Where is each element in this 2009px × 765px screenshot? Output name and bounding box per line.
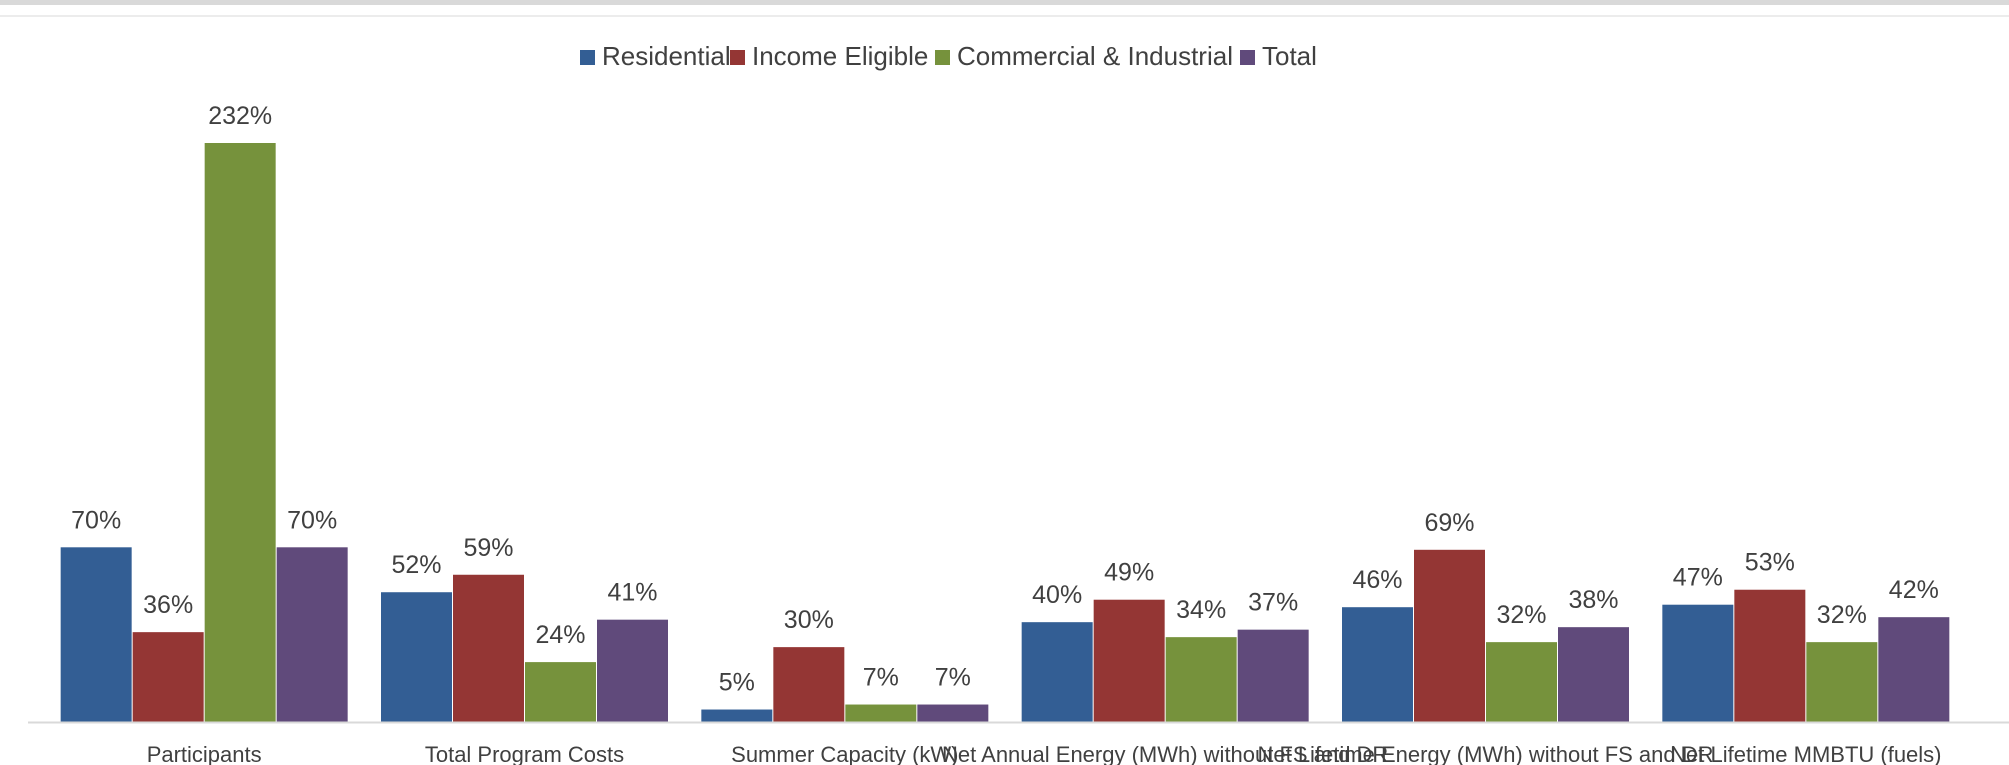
data-label-income-eligible-summer-capacity-kw: 30% (784, 606, 834, 634)
legend-swatch-total (1240, 50, 1255, 65)
bar-commercial-industrial-summer-capacity-kw (845, 704, 917, 722)
data-label-commercial-industrial-net-lifetime-mmbtu-fuels: 32% (1817, 601, 1867, 629)
bar-residential-net-lifetime-energy-mwh-without-fs-and-dr (1342, 607, 1413, 722)
legend-label-commercial-industrial: Commercial & Industrial (957, 41, 1233, 71)
category-label-net-annual-energy-mwh-without-fs-and-dr: Net Annual Energy (MWh) without FS and D… (942, 742, 1388, 765)
data-label-total-participants: 70% (287, 506, 337, 534)
data-label-total-total-program-costs: 41% (607, 579, 657, 607)
category-label-summer-capacity-kw: Summer Capacity (kW) (731, 742, 958, 765)
bar-total-total-program-costs (597, 619, 668, 722)
legend-swatch-commercial-industrial (935, 50, 950, 65)
chart-bars (60, 143, 1950, 722)
category-label-participants: Participants (147, 742, 262, 765)
bar-residential-summer-capacity-kw (701, 709, 773, 722)
bar-income-eligible-participants (132, 632, 204, 722)
data-label-income-eligible-total-program-costs: 59% (463, 534, 513, 562)
top-border (0, 0, 2009, 5)
data-label-commercial-industrial-summer-capacity-kw: 7% (863, 664, 899, 692)
bar-income-eligible-net-annual-energy-mwh-without-fs-and-dr (1093, 599, 1165, 722)
data-label-income-eligible-net-lifetime-energy-mwh-without-fs-and-dr: 69% (1424, 509, 1474, 537)
bar-commercial-industrial-net-annual-energy-mwh-without-fs-and-dr (1165, 637, 1237, 722)
bar-income-eligible-net-lifetime-mmbtu-fuels (1734, 589, 1806, 722)
category-label-net-lifetime-mmbtu-fuels: Net Lifetime MMBTU (fuels) (1670, 742, 1941, 765)
bar-total-summer-capacity-kw (917, 704, 989, 722)
data-label-residential-participants: 70% (71, 506, 121, 534)
bar-total-participants (276, 547, 348, 722)
data-label-commercial-industrial-net-annual-energy-mwh-without-fs-and-dr: 34% (1176, 596, 1226, 624)
bar-income-eligible-summer-capacity-kw (773, 647, 845, 722)
chart-legend: Residential Income Eligible Commercial & I… (580, 41, 1317, 71)
data-label-total-summer-capacity-kw: 7% (935, 664, 971, 692)
data-label-income-eligible-net-annual-energy-mwh-without-fs-and-dr: 49% (1104, 559, 1154, 587)
data-label-commercial-industrial-participants: 232% (208, 102, 272, 130)
legend-swatch-income-eligible (730, 50, 745, 65)
bar-residential-net-lifetime-mmbtu-fuels (1662, 604, 1734, 722)
bar-commercial-industrial-net-lifetime-energy-mwh-without-fs-and-dr (1486, 642, 1557, 722)
bar-income-eligible-total-program-costs (453, 574, 524, 722)
data-label-income-eligible-net-lifetime-mmbtu-fuels: 53% (1745, 549, 1795, 577)
bar-residential-participants (60, 547, 132, 722)
bar-commercial-industrial-participants (204, 143, 276, 722)
data-label-total-net-lifetime-mmbtu-fuels: 42% (1889, 576, 1939, 604)
bar-commercial-industrial-total-program-costs (525, 662, 596, 722)
bar-total-net-lifetime-mmbtu-fuels (1878, 617, 1950, 722)
bar-income-eligible-net-lifetime-energy-mwh-without-fs-and-dr (1414, 549, 1485, 722)
category-label-total-program-costs: Total Program Costs (425, 742, 624, 765)
data-label-residential-net-lifetime-mmbtu-fuels: 47% (1673, 564, 1723, 592)
data-label-residential-net-lifetime-energy-mwh-without-fs-and-dr: 46% (1352, 566, 1402, 594)
data-label-commercial-industrial-net-lifetime-energy-mwh-without-fs-and-dr: 32% (1496, 601, 1546, 629)
data-label-residential-net-annual-energy-mwh-without-fs-and-dr: 40% (1032, 581, 1082, 609)
bar-commercial-industrial-net-lifetime-mmbtu-fuels (1806, 642, 1878, 722)
bar-total-net-lifetime-energy-mwh-without-fs-and-dr (1558, 627, 1629, 722)
bar-total-net-annual-energy-mwh-without-fs-and-dr (1237, 629, 1309, 722)
category-label-net-lifetime-energy-mwh-without-fs-and-dr: Net Lifetime Energy (MWh) without FS and… (1257, 742, 1713, 765)
data-label-residential-summer-capacity-kw: 5% (719, 669, 755, 697)
bar-residential-net-annual-energy-mwh-without-fs-and-dr (1021, 622, 1093, 722)
legend-label-residential: Residential (602, 41, 731, 71)
data-label-income-eligible-participants: 36% (143, 591, 193, 619)
top-border-line (0, 15, 2009, 17)
legend-label-total: Total (1262, 41, 1317, 71)
legend-swatch-residential (580, 50, 595, 65)
data-label-residential-total-program-costs: 52% (391, 551, 441, 579)
data-label-total-net-annual-energy-mwh-without-fs-and-dr: 37% (1248, 589, 1298, 617)
data-label-total-net-lifetime-energy-mwh-without-fs-and-dr: 38% (1568, 586, 1618, 614)
bar-residential-total-program-costs (381, 592, 452, 722)
data-label-commercial-industrial-total-program-costs: 24% (535, 621, 585, 649)
x-axis-labels: Participants Total Program Costs Summer Ca… (147, 742, 1942, 765)
legend-label-income-eligible: Income Eligible (752, 41, 928, 71)
data-labels: 70% 36% 232% 70% 52% 59% 24% 41% 5% 30% 7% 7% 40% 49%… (71, 102, 1939, 697)
